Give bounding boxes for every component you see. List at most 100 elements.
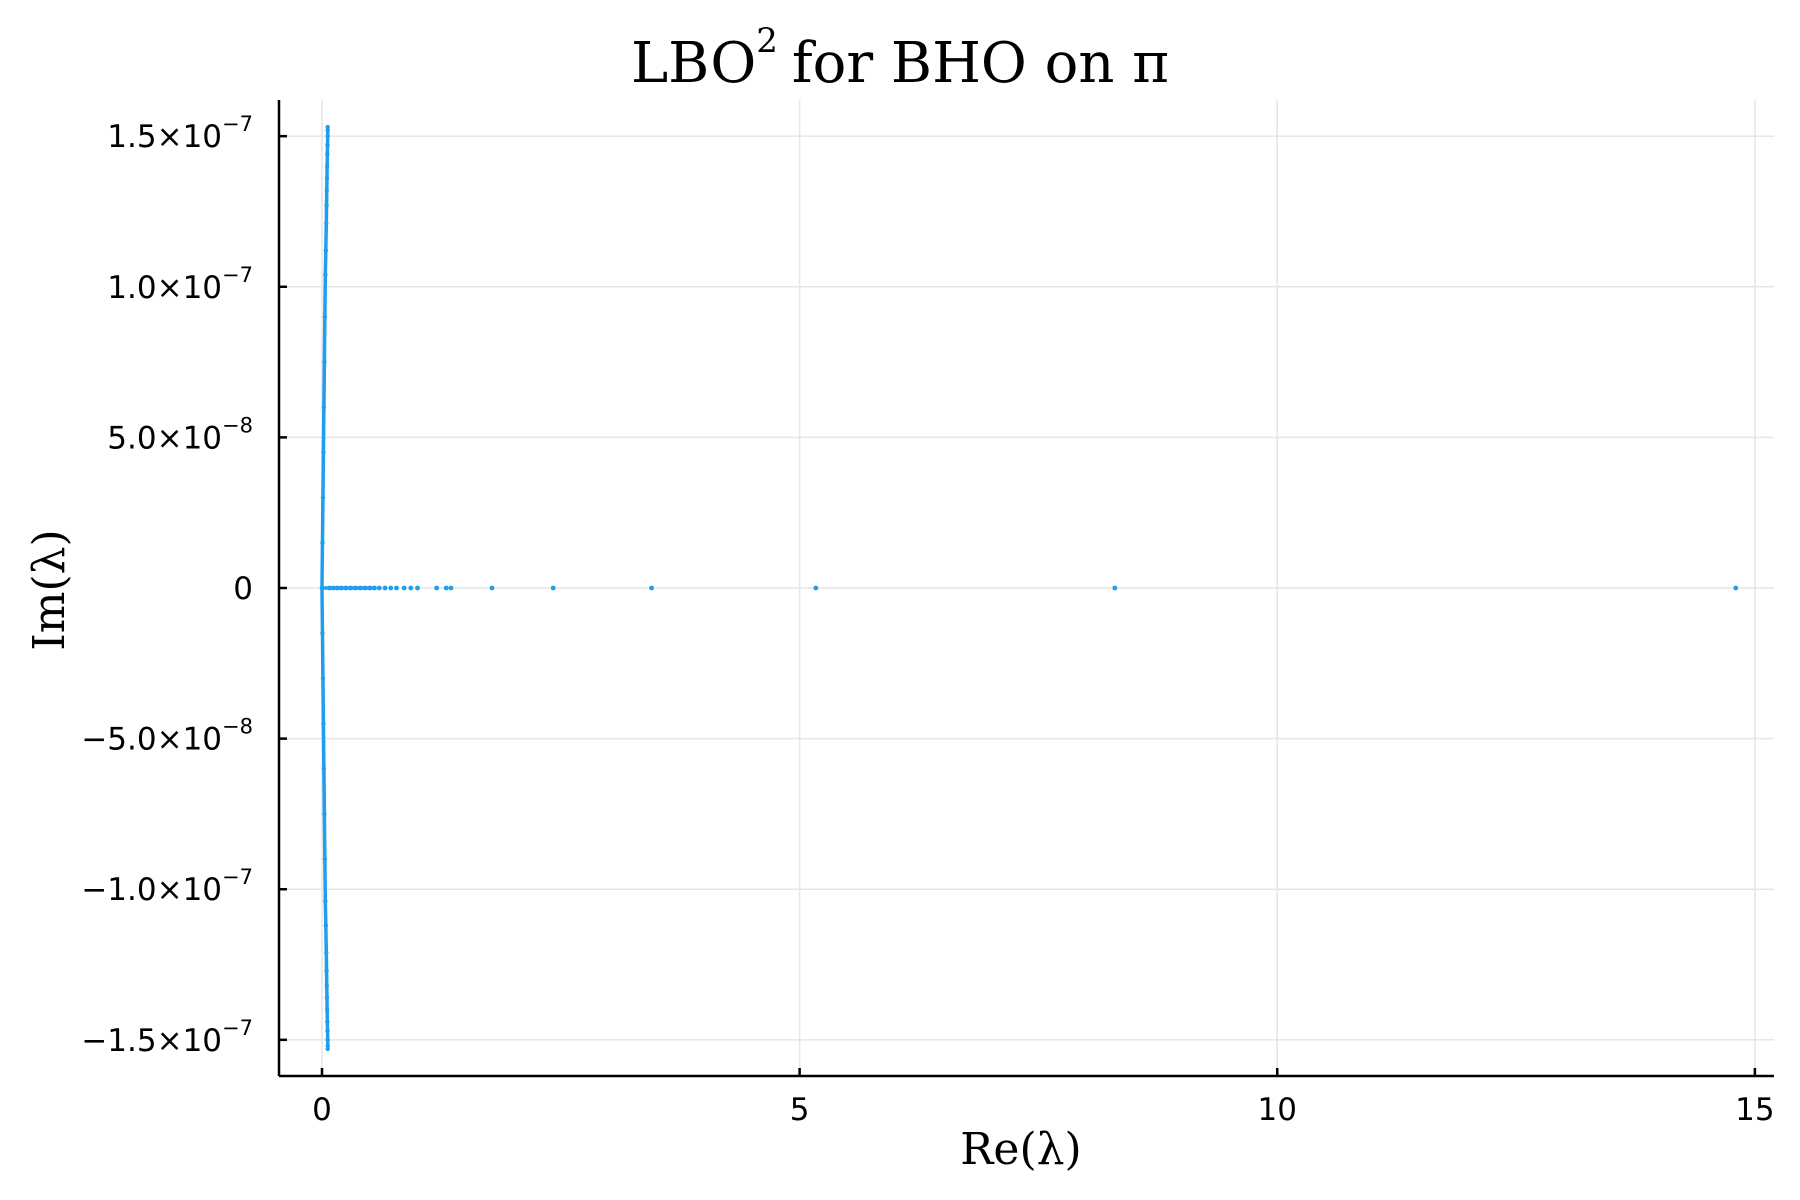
data-point [408, 585, 414, 591]
data-point [324, 950, 329, 955]
data-point [550, 585, 556, 591]
x-tick-label: 15 [1735, 1092, 1774, 1128]
data-point [320, 630, 325, 636]
data-point [325, 152, 330, 157]
y-tick-label: −1.0×10−7 [81, 865, 253, 908]
y-tick-mantissa: −5.0×10 [81, 722, 222, 758]
data-point [357, 585, 363, 591]
data-point [325, 1019, 330, 1024]
data-point [323, 923, 329, 928]
data-point [320, 495, 326, 500]
data-point [324, 968, 329, 973]
data-point [324, 221, 329, 226]
y-tick-label: 1.5×10−7 [107, 112, 253, 155]
data-point [322, 314, 328, 320]
data-point [324, 188, 329, 193]
data-point [372, 585, 377, 591]
data-point [322, 811, 327, 817]
x-tick-labels: 0 5 10 15 [312, 1092, 1775, 1128]
data-point [325, 1028, 330, 1034]
y-tick-mantissa: −1.0×10 [81, 872, 222, 908]
data-point [321, 450, 326, 455]
data-point [353, 585, 358, 591]
data-point [325, 1046, 330, 1052]
data-point [324, 203, 329, 208]
y-tick-label: 5.0×10−8 [107, 413, 253, 456]
data-point [415, 585, 420, 591]
chart-title-suffix: for BHO on π [792, 31, 1169, 96]
data-point [324, 164, 330, 169]
data-point [323, 899, 328, 904]
data-point [813, 585, 819, 591]
data-point [382, 585, 388, 591]
data-point [320, 676, 326, 681]
lower-branch-line [320, 587, 330, 1049]
chart-title: LBO2 for BHO on π [631, 21, 1169, 96]
y-tick-exponent: −8 [222, 413, 253, 437]
data-point [348, 585, 354, 591]
axes [277, 100, 1774, 1078]
data-point [448, 585, 454, 591]
data-point [323, 248, 329, 253]
y-tick-mantissa: 0 [233, 571, 253, 607]
data-point [338, 585, 344, 591]
y-tick-mantissa: 1.5×10 [107, 119, 222, 155]
data-point [325, 1043, 330, 1049]
data-point [324, 983, 329, 988]
data-point [489, 585, 495, 591]
chart-title-main: LBO [631, 31, 756, 96]
grid [279, 100, 1774, 1076]
data-point [325, 142, 330, 148]
data-point [321, 766, 327, 771]
y-tick-exponent: −7 [222, 263, 253, 287]
data-point [325, 133, 330, 139]
data-point [334, 585, 340, 591]
data-point [649, 585, 654, 591]
data-point [320, 540, 325, 546]
data-point [376, 585, 382, 591]
y-tick-exponent: −7 [222, 1016, 253, 1040]
data-point [324, 176, 330, 181]
data-point [343, 585, 349, 591]
data-point [367, 585, 373, 591]
y-tick-mantissa: 1.0×10 [107, 270, 222, 306]
y-tick-labels: 1.5×10−71.0×10−75.0×10−80−5.0×10−8−1.0×1… [81, 112, 253, 1059]
data-point [362, 585, 368, 591]
data-point [324, 1007, 330, 1012]
data-point [321, 721, 326, 726]
data-point [388, 585, 394, 591]
y-axis-label: Im(λ) [24, 529, 75, 650]
data-point [1112, 585, 1118, 591]
data-series [319, 124, 1739, 1052]
y-tick-label: 1.0×10−7 [107, 263, 253, 306]
data-point [434, 585, 440, 591]
x-tick-label: 0 [312, 1092, 332, 1128]
data-point [401, 585, 407, 591]
data-point [321, 405, 327, 410]
data-point [443, 585, 449, 591]
data-point [1733, 585, 1739, 591]
data-point [327, 585, 333, 591]
data-point [325, 1037, 330, 1043]
y-tick-exponent: −7 [222, 112, 253, 136]
y-tick-mantissa: −1.5×10 [81, 1023, 222, 1059]
x-tick-label: 5 [790, 1092, 810, 1128]
y-tick-label: 0 [233, 571, 253, 607]
data-point [331, 585, 336, 591]
y-tick-label: −5.0×10−8 [81, 715, 253, 758]
x-axis-label: Re(λ) [960, 1124, 1081, 1175]
upper-branch-line [320, 127, 330, 589]
y-tick-exponent: −8 [222, 715, 253, 739]
data-point [324, 995, 330, 1000]
data-point [322, 856, 328, 862]
y-tick-exponent: −7 [222, 865, 253, 889]
data-point [325, 124, 330, 130]
data-point [322, 359, 327, 365]
data-point [394, 585, 399, 591]
data-point [323, 272, 328, 277]
y-tick-label: −1.5×10−7 [81, 1016, 253, 1059]
data-point [319, 585, 325, 591]
y-tick-mantissa: 5.0×10 [107, 420, 222, 456]
x-tick-label: 10 [1258, 1092, 1297, 1128]
